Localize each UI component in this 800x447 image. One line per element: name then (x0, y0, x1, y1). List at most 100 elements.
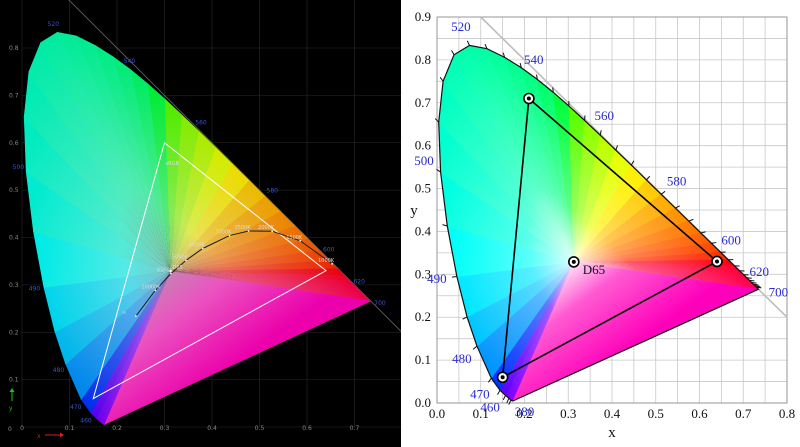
right-locus-tick (688, 218, 694, 222)
left-y-tick-label: 0.5 (9, 187, 19, 194)
left-color-wedge (23, 31, 171, 272)
left-x-tick-label: 0.1 (65, 425, 75, 432)
left-x-tick-label: 0.6 (302, 425, 312, 432)
left-planckian-label: 2000K (258, 225, 275, 231)
right-color-wedge (481, 261, 574, 401)
right-locus-tick (502, 395, 506, 401)
right-locus-tick (599, 130, 602, 136)
left-planckian-label: 3000K (216, 230, 233, 236)
left-wavelength-label: 490 (29, 285, 41, 292)
right-y-tick-label: 0.3 (415, 266, 431, 281)
left-wavelength-label: 580 (267, 188, 279, 195)
right-wavelength-label: 490 (427, 271, 447, 286)
right-x-tick-label: 0.4 (604, 406, 621, 421)
left-planckian-label: ∞ (122, 310, 126, 316)
left-gamut-label: sRGB (166, 161, 180, 167)
right-y-tick-label: 0.6 (415, 138, 432, 153)
right-color-wedge (438, 45, 574, 262)
right-locus-tick (451, 275, 457, 278)
left-white-point-label: D65 (173, 265, 183, 271)
right-locus-tick (434, 118, 440, 123)
right-color-wedge (492, 261, 574, 401)
left-axis-arrow-y-head (9, 388, 15, 392)
left-y-tick-label: 0.2 (9, 329, 19, 336)
right-locus-tick (466, 40, 470, 46)
left-color-wedge (23, 31, 171, 272)
right-x-tick-label: 0.8 (779, 406, 795, 421)
left-planckian-label: 2500K (235, 225, 252, 231)
left-color-wedge (23, 31, 171, 272)
left-wavelength-label: 560 (195, 120, 207, 127)
left-y-tick-label: 0.8 (9, 45, 19, 52)
left-planckian-label: 5000K (172, 254, 189, 260)
left-x-tick-label: 0.7 (350, 425, 360, 432)
right-wavelength-label: 380 (515, 404, 535, 419)
right-color-wedge (438, 45, 574, 262)
left-planckian-point (331, 262, 333, 265)
left-planckian-label: 4000K (189, 242, 206, 248)
right-locus-tick (755, 285, 761, 288)
right-locus-tick (519, 62, 522, 68)
left-planckian-label: 1000K (318, 258, 335, 264)
right-x-axis-label: x (608, 425, 616, 441)
right-wavelength-label: 520 (451, 19, 471, 34)
right-locus-tick (753, 283, 759, 286)
right-wavelength-label: 620 (750, 264, 770, 279)
left-planckian-label: 1500K (286, 235, 303, 241)
left-wavelength-label: 600 (323, 247, 335, 254)
left-x-axis-label: x (37, 433, 41, 440)
left-x-tick-label: 0.2 (112, 425, 122, 432)
right-color-wedge (470, 261, 574, 401)
left-planckian-point (201, 247, 204, 250)
left-gamut-triangle (92, 141, 327, 400)
left-y-tick-label: 0.6 (9, 140, 19, 147)
left-wavelength-label: 480 (53, 367, 65, 374)
right-x-tick-label: 0.6 (691, 406, 708, 421)
left-x-tick-label: 0.3 (160, 425, 170, 432)
left-axis-arrow-x-head (60, 432, 64, 438)
left-color-wedge (69, 271, 171, 425)
left-planckian-point (247, 230, 250, 232)
left-color-wedge (170, 244, 371, 272)
left-y-tick-label: 0.7 (9, 92, 19, 99)
right-locus-tick (751, 282, 757, 284)
left-color-wedge (52, 31, 171, 272)
right-y-tick-label: 0.4 (415, 223, 432, 238)
right-locus-tick (552, 87, 554, 93)
right-locus-tick (700, 231, 706, 234)
left-y-axis-label: y (9, 405, 13, 412)
right-y-tick-label: 0.2 (415, 309, 431, 324)
left-planckian-point (185, 259, 187, 262)
right-wavelength-label: 580 (667, 174, 687, 189)
right-x-tick-label: 0.7 (735, 406, 752, 421)
right-locus-tick (749, 279, 755, 282)
right-y-tick-label: 0.8 (415, 52, 431, 67)
right-locus-tick (472, 345, 478, 350)
left-planckian-locus (135, 230, 333, 317)
left-planckian-label: 10000K (141, 284, 161, 290)
left-origin-label: 0 (8, 426, 12, 433)
right-locus-tick (442, 224, 448, 227)
right-locus-tick (660, 190, 666, 195)
left-color-wedge (28, 31, 171, 272)
right-locus-tick (439, 76, 444, 82)
left-x-tick-label: 0 (20, 425, 24, 432)
right-locus-tick (535, 74, 538, 80)
left-color-wedge (76, 31, 171, 272)
right-locus-tick (506, 398, 510, 404)
right-wavelength-label: 600 (721, 233, 741, 248)
right-y-tick-label: 0.5 (415, 181, 431, 196)
right-primary-marker-dot (715, 259, 719, 264)
left-axis-arrow-x: x (37, 432, 64, 440)
right-primary-marker-dot (526, 96, 531, 101)
left-y-tick-label: 0.4 (9, 235, 19, 242)
right-x-tick-label: 0.3 (560, 406, 576, 421)
left-color-wedge (120, 31, 171, 272)
left-wavelength-label: 540 (124, 58, 136, 65)
right-locus-tick (615, 145, 619, 151)
left-white-point (169, 269, 172, 273)
right-locus-tick (630, 160, 635, 166)
right-locus-tick (462, 316, 468, 320)
right-locus-tick (502, 52, 506, 58)
